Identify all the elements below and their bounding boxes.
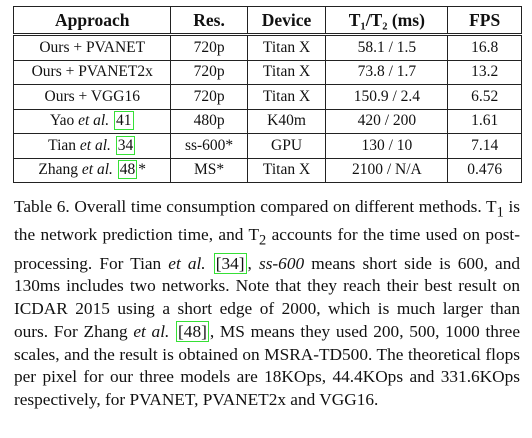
- subscript: 1: [496, 204, 504, 221]
- citation-link[interactable]: [34]: [213, 252, 247, 274]
- caption-text: is the network prediction time, and T: [14, 197, 520, 245]
- approach-suffix: *: [138, 161, 147, 179]
- cell-resolution: 480p: [170, 109, 248, 134]
- cell-resolution: 720p: [170, 60, 248, 85]
- table-row: Ours + VGG16 720p Titan X 150.9 / 2.4 6.…: [12, 84, 522, 109]
- cell-time: 130 / 10: [325, 133, 448, 158]
- caption-text: [169, 322, 175, 341]
- caption-text: means short side is 600, and 130ms inclu…: [14, 253, 520, 341]
- cell-fps: 16.8: [447, 34, 522, 60]
- table-row: Zhang et al. 48 * MS* Titan X 2100 / N/A …: [12, 158, 522, 183]
- cell-approach: Ours + PVANET: [12, 34, 171, 60]
- cell-approach: Yao et al. 41: [12, 109, 171, 134]
- table-row: Yao et al. 41 480p K40m 420 / 200 1.61: [12, 109, 522, 134]
- approach-author: Yao: [49, 112, 75, 130]
- cell-time: 150.9 / 2.4: [325, 84, 448, 109]
- cell-resolution: 720p: [170, 34, 248, 60]
- table-row: Ours + PVANET2x 720p Titan X 73.8 / 1.7 …: [12, 60, 522, 85]
- table-header-row: Approach Res. Device T₁/T₂ (ms) FPS: [12, 6, 522, 36]
- cell-time: 2100 / N/A: [325, 158, 448, 183]
- cell-approach: Tian et al. 34: [12, 133, 171, 158]
- cell-time: 58.1 / 1.5: [325, 34, 448, 60]
- cell-fps: 1.61: [447, 109, 522, 134]
- citation-link[interactable]: 48: [117, 160, 138, 180]
- citation-link[interactable]: 41: [114, 111, 134, 131]
- header-time: T₁/T₂ (ms): [325, 6, 448, 36]
- citation-number: 41: [116, 112, 132, 130]
- approach-author: Tian: [48, 136, 77, 154]
- cell-device: Titan X: [246, 34, 326, 60]
- citation-number: 48: [119, 161, 136, 179]
- cell-resolution: ss-600*: [170, 133, 248, 158]
- cell-approach: Ours + PVANET2x: [12, 60, 171, 85]
- table-row: Tian et al. 34 ss-600* GPU 130 / 10 7.14: [12, 133, 522, 158]
- cell-fps: 7.14: [447, 133, 522, 158]
- citation-link[interactable]: [48]: [176, 320, 209, 342]
- caption-text: Table 6. Overall time consumption compar…: [14, 197, 497, 216]
- caption-etal: et al.: [168, 253, 206, 273]
- citation-link[interactable]: 34: [115, 135, 136, 155]
- cell-fps: 6.52: [447, 84, 522, 109]
- caption-text: , MS means they used 200, 500, 1000 thre…: [14, 321, 520, 410]
- caption-etal: et al.: [133, 321, 170, 341]
- citation-number: 34: [117, 136, 134, 154]
- approach-etal: et al.: [78, 112, 110, 130]
- cell-device: Titan X: [246, 60, 326, 85]
- cell-fps: 13.2: [447, 60, 522, 85]
- caption-text: accounts for the time used on post-proce…: [14, 225, 520, 273]
- cell-device: Titan X: [246, 84, 326, 109]
- cell-time: 73.8 / 1.7: [325, 60, 448, 85]
- cell-resolution: 720p: [170, 84, 248, 109]
- caption-text: [206, 254, 213, 273]
- header-device: Device: [246, 6, 326, 36]
- subscript: 2: [259, 232, 267, 249]
- table-caption: Table 6. Overall time consumption compar…: [14, 196, 520, 412]
- header-fps: FPS: [447, 6, 522, 36]
- cell-time: 420 / 200: [325, 109, 448, 134]
- caption-ss600: ss-600: [258, 253, 305, 273]
- cell-fps: 0.476: [447, 158, 522, 183]
- cell-resolution: MS*: [170, 158, 248, 183]
- approach-etal: et al.: [79, 136, 111, 154]
- header-approach: Approach: [12, 6, 171, 36]
- approach-author: Zhang: [38, 161, 79, 179]
- results-table-container: Approach Res. Device T₁/T₂ (ms) FPS Ours…: [12, 6, 522, 183]
- table-row: Ours + PVANET 720p Titan X 58.1 / 1.5 16…: [12, 34, 522, 60]
- cell-approach: Ours + VGG16: [12, 84, 171, 109]
- cell-device: GPU: [246, 133, 326, 158]
- cell-approach: Zhang et al. 48 *: [12, 158, 171, 183]
- approach-etal: et al.: [81, 161, 113, 179]
- header-resolution: Res.: [170, 6, 248, 36]
- time-consumption-table: Approach Res. Device T₁/T₂ (ms) FPS Ours…: [12, 6, 522, 183]
- cell-device: K40m: [246, 109, 326, 134]
- cell-device: Titan X: [246, 158, 326, 183]
- caption-text: ,: [247, 253, 259, 273]
